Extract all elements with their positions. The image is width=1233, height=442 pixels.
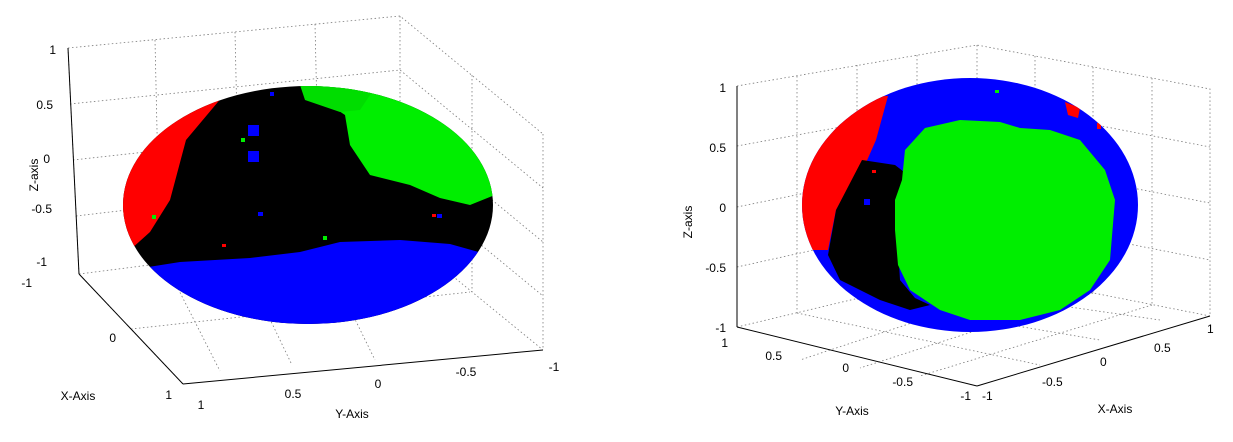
left-x-axis-label: X-Axis (61, 389, 96, 403)
right-z-tick-0.5: 0.5 (709, 141, 726, 155)
left-y-tick-neg1: -1 (549, 360, 560, 374)
right-z-tick-1: 1 (719, 81, 726, 95)
right-y-tick-0.5: 0.5 (765, 349, 782, 363)
right-sphere-surface (802, 78, 1138, 332)
right-sphere-plot: 1 0.5 0 -0.5 -1 1 0.5 0 -0.5 -1 -1 -0.5 … (640, 0, 1233, 442)
left-y-tick-neg0.5: -0.5 (456, 365, 477, 379)
right-y-tick-1: 1 (721, 336, 728, 350)
left-y-tick-1: 1 (198, 398, 205, 412)
right-y-tick-0: 0 (842, 361, 849, 375)
left-z-tick-neg1: -1 (36, 255, 47, 269)
left-y-tick-0: 0 (375, 377, 382, 391)
left-x-tick-1: 1 (165, 388, 172, 402)
right-z-tick-neg1: -1 (715, 321, 726, 335)
right-x-tick-neg0.5: -0.5 (1042, 375, 1063, 389)
right-x-axis-label: X-Axis (1098, 402, 1133, 416)
right-z-tick-0: 0 (719, 201, 726, 215)
left-plot-svg: 1 0.5 0 -0.5 -1 -1 0 1 1 0.5 0 -0.5 -1 Z… (21, 15, 560, 421)
left-sphere-plot: 1 0.5 0 -0.5 -1 -1 0 1 1 0.5 0 -0.5 -1 Z… (0, 0, 600, 442)
left-z-tick-1: 1 (49, 43, 56, 57)
right-axes (736, 86, 1211, 387)
right-y-tick-neg1: -1 (960, 389, 971, 403)
right-z-axis-label: Z-axis (681, 206, 695, 239)
left-y-tick-0.5: 0.5 (285, 387, 302, 401)
right-z-tick-neg0.5: -0.5 (705, 261, 726, 275)
left-z-tick-0.5: 0.5 (36, 98, 53, 112)
right-x-tick-neg1: -1 (982, 389, 993, 403)
right-x-tick-1: 1 (1207, 322, 1214, 336)
left-axes (67, 47, 544, 385)
right-plot-svg: 1 0.5 0 -0.5 -1 1 0.5 0 -0.5 -1 -1 -0.5 … (681, 44, 1214, 418)
right-y-axis-label: Y-Axis (835, 404, 869, 418)
right-x-tick-0: 0 (1100, 355, 1107, 369)
left-z-tick-neg0.5: -0.5 (31, 202, 52, 216)
right-x-tick-0.5: 0.5 (1154, 341, 1171, 355)
right-y-tick-neg0.5: -0.5 (892, 375, 913, 389)
left-z-axis-label: Z-axis (27, 159, 41, 192)
left-x-tick-0: 0 (109, 331, 116, 345)
left-x-tick-neg1: -1 (21, 276, 32, 290)
left-z-tick-0: 0 (43, 152, 50, 166)
left-sphere-surface (123, 86, 493, 324)
left-y-axis-label: Y-Axis (335, 407, 369, 421)
